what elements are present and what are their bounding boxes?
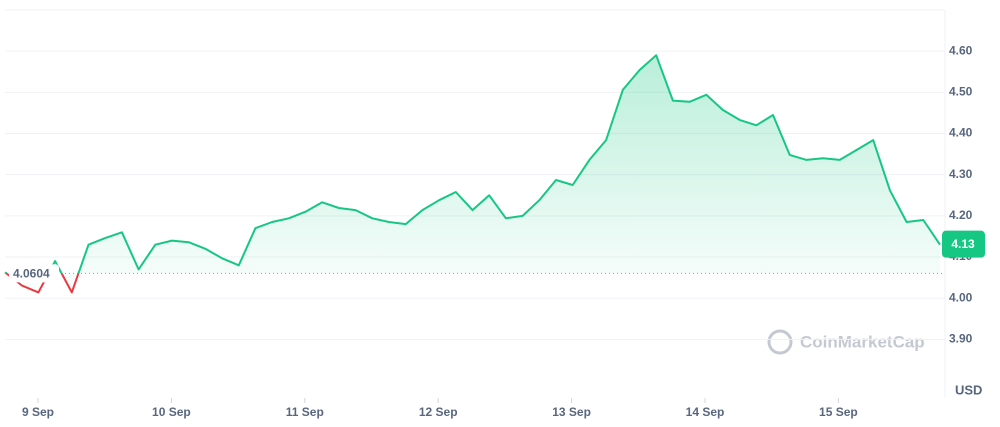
x-tick-label: 10 Sep [152, 405, 191, 419]
y-tick-label: 4.40 [949, 126, 973, 140]
y-tick-label: 4.60 [949, 43, 973, 57]
y-tick-label: 3.90 [949, 332, 973, 346]
y-tick-label: 4.20 [949, 208, 973, 222]
area-fill [5, 55, 940, 293]
x-tick-label: 11 Sep [286, 405, 324, 419]
y-tick-label: 4.50 [949, 85, 973, 99]
current-price-tag [942, 230, 985, 258]
price-line [4, 54, 941, 294]
watermark-text: CoinMarketCap [800, 332, 925, 351]
x-tick-label: 14 Sep [686, 405, 725, 419]
watermark: CoinMarketCap [767, 329, 925, 355]
x-tick-label: 12 Sep [419, 405, 458, 419]
x-tick-label: 15 Sep [819, 405, 858, 419]
y-tick-label: 4.30 [949, 167, 973, 181]
logo [767, 329, 793, 355]
y-tick-label: 4.00 [949, 290, 973, 304]
x-tick-label: 13 Sep [552, 405, 591, 419]
current-price-label: 4.13 [951, 237, 975, 251]
y-axis-label: USD [955, 382, 982, 397]
reference-label: 4.0604 [13, 266, 50, 280]
reference-tag [9, 264, 59, 283]
x-tick-label: 9 Sep [22, 405, 54, 419]
